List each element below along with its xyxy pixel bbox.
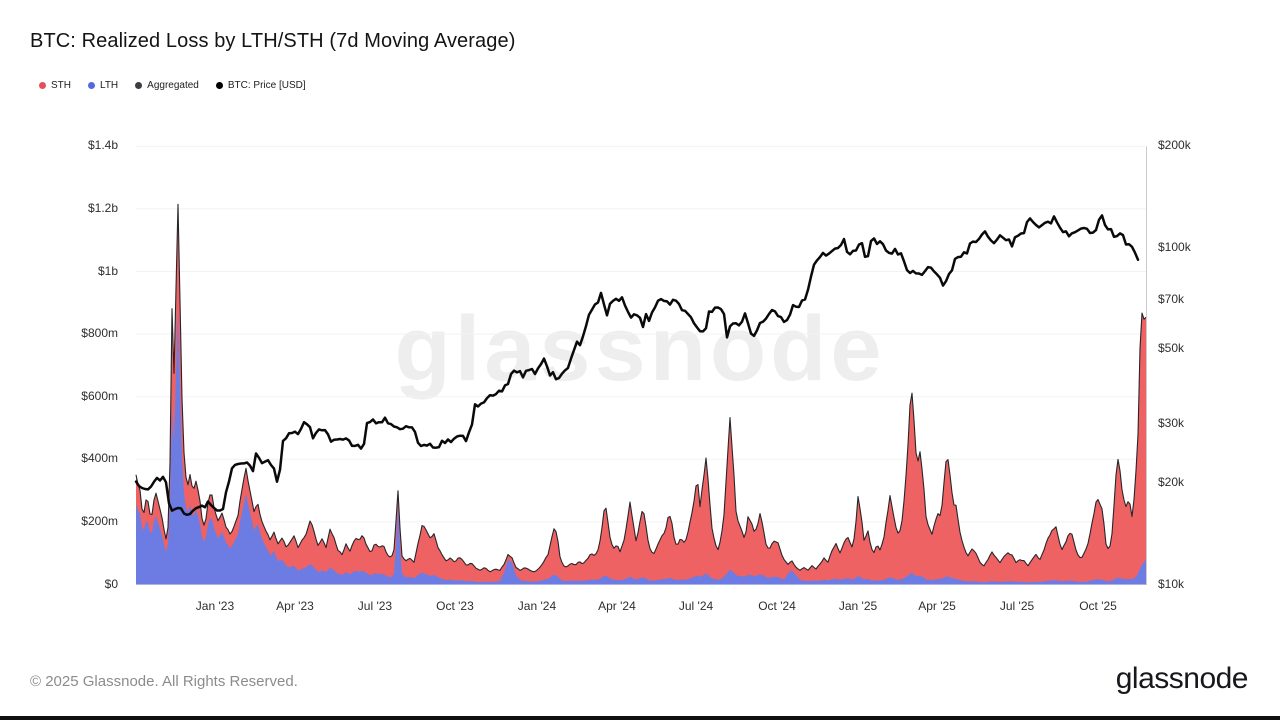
glassnode-logo: glassnode — [1115, 662, 1249, 695]
btc-price-line-series — [134, 214, 1140, 517]
btc-price-legend-dot-icon — [215, 82, 223, 89]
legend-item-lth[interactable]: LTH — [88, 80, 118, 91]
x-axis-tick-label: Apr '24 — [598, 599, 636, 613]
copyright-text: © 2025 Glassnode. All Rights Reserved. — [30, 673, 298, 690]
legend-label: STH — [51, 80, 71, 91]
left-axis-tick-label: $0 — [104, 576, 118, 591]
right-axis-tick-label: $100k — [1158, 239, 1191, 254]
x-axis-tick-label: Jan '24 — [517, 599, 557, 613]
lth-area-series — [136, 308, 1146, 585]
left-axis-tick-label: $400m — [81, 451, 118, 466]
left-axis-tick-label: $1.4b — [87, 138, 118, 153]
bottom-bar — [0, 716, 1280, 720]
left-axis-tick-label: $1.2b — [87, 200, 118, 215]
x-axis-tick-label: Jan '25 — [838, 599, 878, 613]
right-axis-tick-label: $30k — [1158, 416, 1185, 431]
aggregated-line-series — [135, 203, 1147, 573]
x-axis-tick-label: Jul '25 — [999, 599, 1035, 613]
right-axis-tick-label: $10k — [1158, 577, 1185, 591]
x-axis-tick-label: Apr '25 — [918, 599, 956, 613]
legend-item-btc-price[interactable]: BTC: Price [USD] — [215, 80, 306, 91]
page-title: BTC: Realized Loss by LTH/STH (7d Moving… — [30, 30, 516, 52]
x-axis-tick-label: Oct '24 — [758, 599, 796, 613]
right-axis-tick-label: $20k — [1158, 475, 1185, 490]
left-axis-tick-label: $200m — [81, 513, 118, 528]
x-axis-tick-label: Jul '24 — [678, 599, 714, 613]
right-axis-tick-label: $50k — [1158, 341, 1185, 356]
legend-item-aggregated[interactable]: Aggregated — [135, 80, 199, 91]
left-axis-tick-label: $800m — [81, 326, 118, 341]
left-axis-tick-label: $600m — [81, 388, 118, 403]
x-axis-tick-label: Oct '25 — [1079, 599, 1117, 613]
lth-legend-dot-icon — [88, 82, 95, 89]
right-axis-tick-label: $70k — [1158, 291, 1185, 306]
x-axis-tick-label: Apr '23 — [276, 599, 314, 613]
legend-item-sth[interactable]: STH — [39, 80, 71, 91]
sth-legend-dot-icon — [39, 82, 46, 89]
legend-label: Aggregated — [147, 80, 199, 91]
sth-area-series — [136, 204, 1146, 585]
right-axis-tick-label: $200k — [1158, 138, 1191, 153]
left-axis-tick-label: $1b — [97, 263, 118, 278]
x-axis-tick-label: Jul '23 — [357, 599, 393, 613]
legend-label: BTC: Price [USD] — [227, 80, 306, 91]
legend-label: LTH — [100, 80, 119, 91]
x-axis-tick-label: Oct '23 — [436, 599, 474, 613]
aggregated-legend-dot-icon — [135, 82, 143, 89]
x-axis-tick-label: Jan '23 — [195, 599, 235, 613]
chart-legend: STH LTH Aggregated BTC: Price [USD] — [39, 80, 306, 91]
